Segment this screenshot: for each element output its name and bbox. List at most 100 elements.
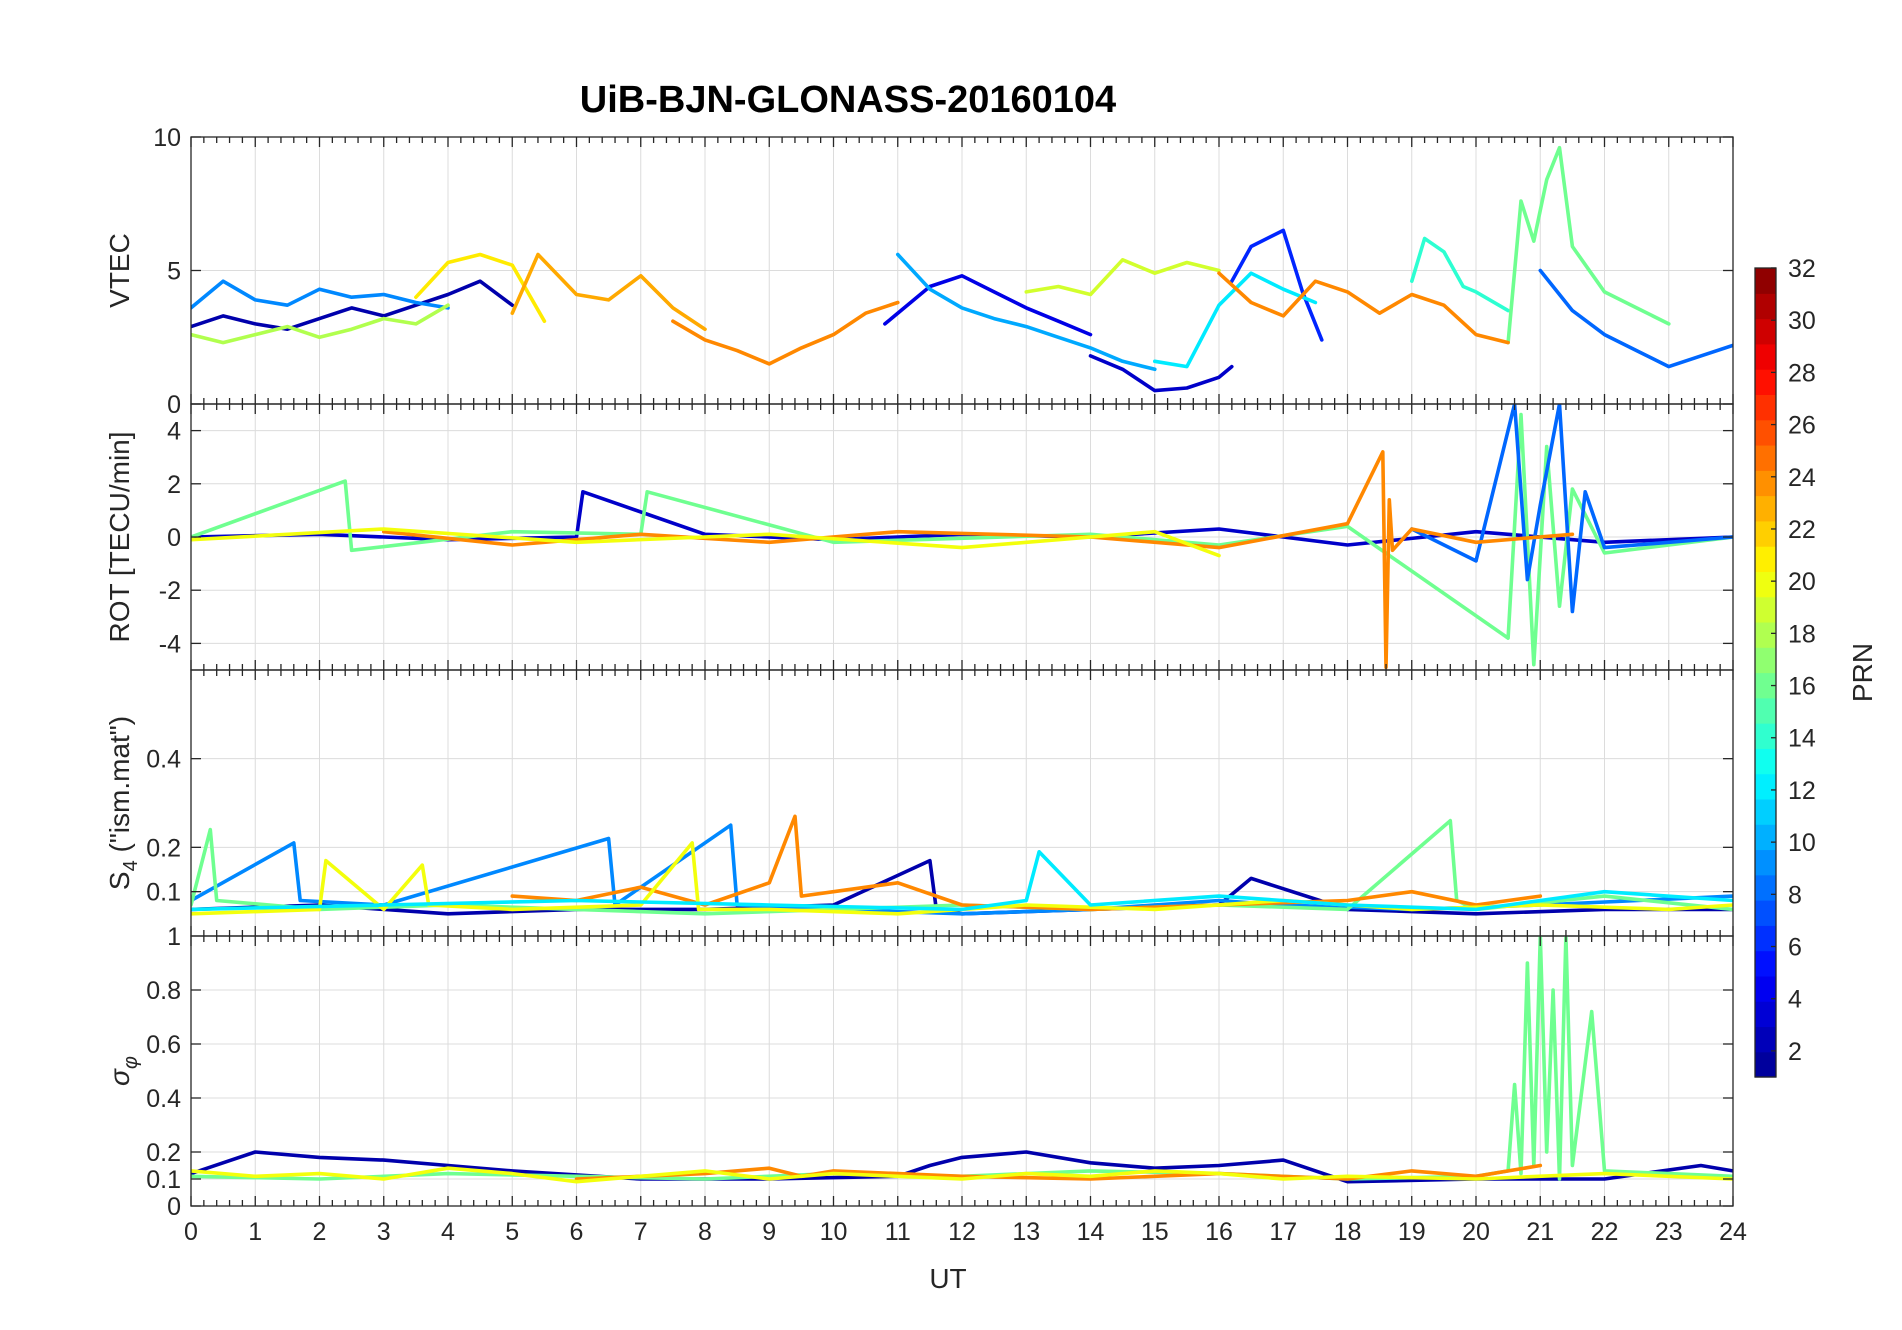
colorbar-tick-label: 30 (1788, 307, 1816, 335)
colorbar-tick-label: 20 (1788, 568, 1816, 596)
x-tick-label: 20 (1462, 1218, 1490, 1246)
y-tick-label: 0.4 (146, 1085, 181, 1113)
y-tick-label: 10 (153, 124, 181, 152)
colorbar-swatch (1755, 546, 1776, 572)
colorbar-swatch (1755, 874, 1776, 901)
colorbar-frame (1754, 267, 1777, 1078)
x-axis-label: UT (929, 1263, 966, 1294)
colorbar-swatch (1755, 343, 1776, 370)
series-line-prn-16 (191, 936, 1733, 1181)
x-tick-label: 5 (505, 1218, 519, 1246)
colorbar-swatch (1755, 495, 1776, 522)
x-tick-label: 16 (1205, 1218, 1233, 1246)
x-tick-label: 7 (634, 1218, 648, 1246)
colorbar-swatch (1755, 369, 1776, 396)
colorbar-tick-label: 26 (1788, 412, 1816, 440)
x-tick-label: 23 (1655, 1218, 1683, 1246)
colorbar-tick-label: 32 (1788, 255, 1816, 283)
x-tick-label: 1 (248, 1218, 262, 1246)
colorbar-swatch (1755, 1026, 1776, 1053)
x-tick-label: 6 (570, 1218, 584, 1246)
series-line-prn-9 (191, 279, 450, 310)
series-line-prn-19 (1024, 258, 1221, 297)
x-tick-label: 14 (1077, 1218, 1105, 1246)
x-tick-label: 10 (820, 1218, 848, 1246)
series-line-prn-20 (191, 841, 1733, 916)
y-axis-label-s4: S4 ("ism.mat") (104, 716, 142, 890)
y-tick-label: 0.8 (146, 977, 181, 1005)
panel-vtec: 0 5 10 VTEC (104, 124, 1734, 419)
colorbar-swatch (1755, 950, 1776, 977)
y-tick-label: -2 (159, 577, 181, 605)
x-tick-label: 13 (1012, 1218, 1040, 1246)
colorbar-swatch (1755, 748, 1776, 775)
series-line-prn-2 (191, 279, 515, 331)
series-line-prn-8 (1538, 268, 1733, 369)
series-line-prn-16 (1506, 145, 1671, 345)
colorbar-label: PRN (1847, 643, 1878, 702)
series-line-prn-20 (191, 527, 1221, 558)
y-tick-label: 4 (167, 418, 181, 446)
colorbar-swatch (1755, 1001, 1776, 1028)
y-tick-label: 0.6 (146, 1031, 181, 1059)
y-tick-label: 0.1 (146, 1166, 181, 1194)
colorbar-swatch (1755, 268, 1776, 294)
colorbar-swatch (1755, 773, 1776, 800)
x-tick-label: 19 (1398, 1218, 1426, 1246)
colorbar-swatch (1755, 470, 1776, 497)
colorbar-swatch (1755, 318, 1776, 345)
series-line-prn-14 (1410, 236, 1510, 313)
x-tick-label: 9 (762, 1218, 776, 1246)
series-group (191, 936, 1733, 1184)
colorbar-tick-label: 16 (1788, 673, 1816, 701)
colorbar-swatch (1755, 596, 1776, 623)
series-line-prn-8 (1410, 404, 1733, 614)
x-tick-label: 12 (948, 1218, 976, 1246)
colorbar-tick-label: 14 (1788, 725, 1816, 753)
y-tick-label: 2 (167, 471, 181, 499)
series-line-prn-24 (574, 1163, 1543, 1181)
colorbar-swatch (1755, 621, 1776, 648)
colorbar-swatch (1755, 824, 1776, 851)
series-group (191, 145, 1733, 393)
colorbar-swatch (1755, 975, 1776, 1002)
series-line-prn-21 (414, 252, 547, 323)
colorbar-tick-label: 12 (1788, 777, 1816, 805)
x-tick-label: 0 (184, 1218, 198, 1246)
colorbar-tick-label: 4 (1788, 986, 1802, 1014)
y-tick-label: 0 (167, 524, 181, 552)
y-tick-label: -4 (159, 630, 181, 658)
series-line-prn-12 (191, 850, 1733, 912)
x-tick-label: 3 (377, 1218, 391, 1246)
x-tick-label: 11 (885, 1218, 911, 1246)
colorbar-swatch (1755, 900, 1776, 926)
y-axis-label-sigma_phi: σφ (104, 1056, 142, 1086)
colorbar-swatch (1755, 293, 1776, 320)
colorbar-tick-label: 2 (1788, 1038, 1802, 1066)
colorbar-swatch (1755, 444, 1776, 471)
x-tick-label: 22 (1591, 1218, 1619, 1246)
colorbar-swatch (1755, 925, 1776, 952)
panel-rot: -4 -2 0 2 4 ROT [TECU/min] (104, 403, 1734, 671)
x-tick-label: 24 (1719, 1218, 1747, 1246)
series-line-prn-4 (883, 274, 1093, 337)
y-tick-label: 0.1 (146, 879, 181, 907)
series-line-prn-6 (1230, 228, 1324, 342)
colorbar-swatch (1755, 723, 1776, 749)
colorbar-swatch (1755, 672, 1776, 699)
y-axis-label-vtec: VTEC (104, 233, 135, 308)
colorbar-swatch (1755, 1051, 1776, 1078)
x-tick-label: 21 (1526, 1218, 1554, 1246)
series-group (191, 814, 1733, 916)
y-axis-label-rot: ROT [TECU/min] (104, 431, 135, 642)
colorbar-swatch (1755, 571, 1776, 598)
x-tick-label: 15 (1141, 1218, 1169, 1246)
colorbar-tick-label: 6 (1788, 934, 1802, 962)
colorbar-tick-label: 10 (1788, 829, 1816, 857)
y-tick-label: 5 (167, 258, 181, 286)
y-tick-label-top: 1 (167, 923, 181, 951)
series-line-prn-10 (896, 252, 1157, 372)
